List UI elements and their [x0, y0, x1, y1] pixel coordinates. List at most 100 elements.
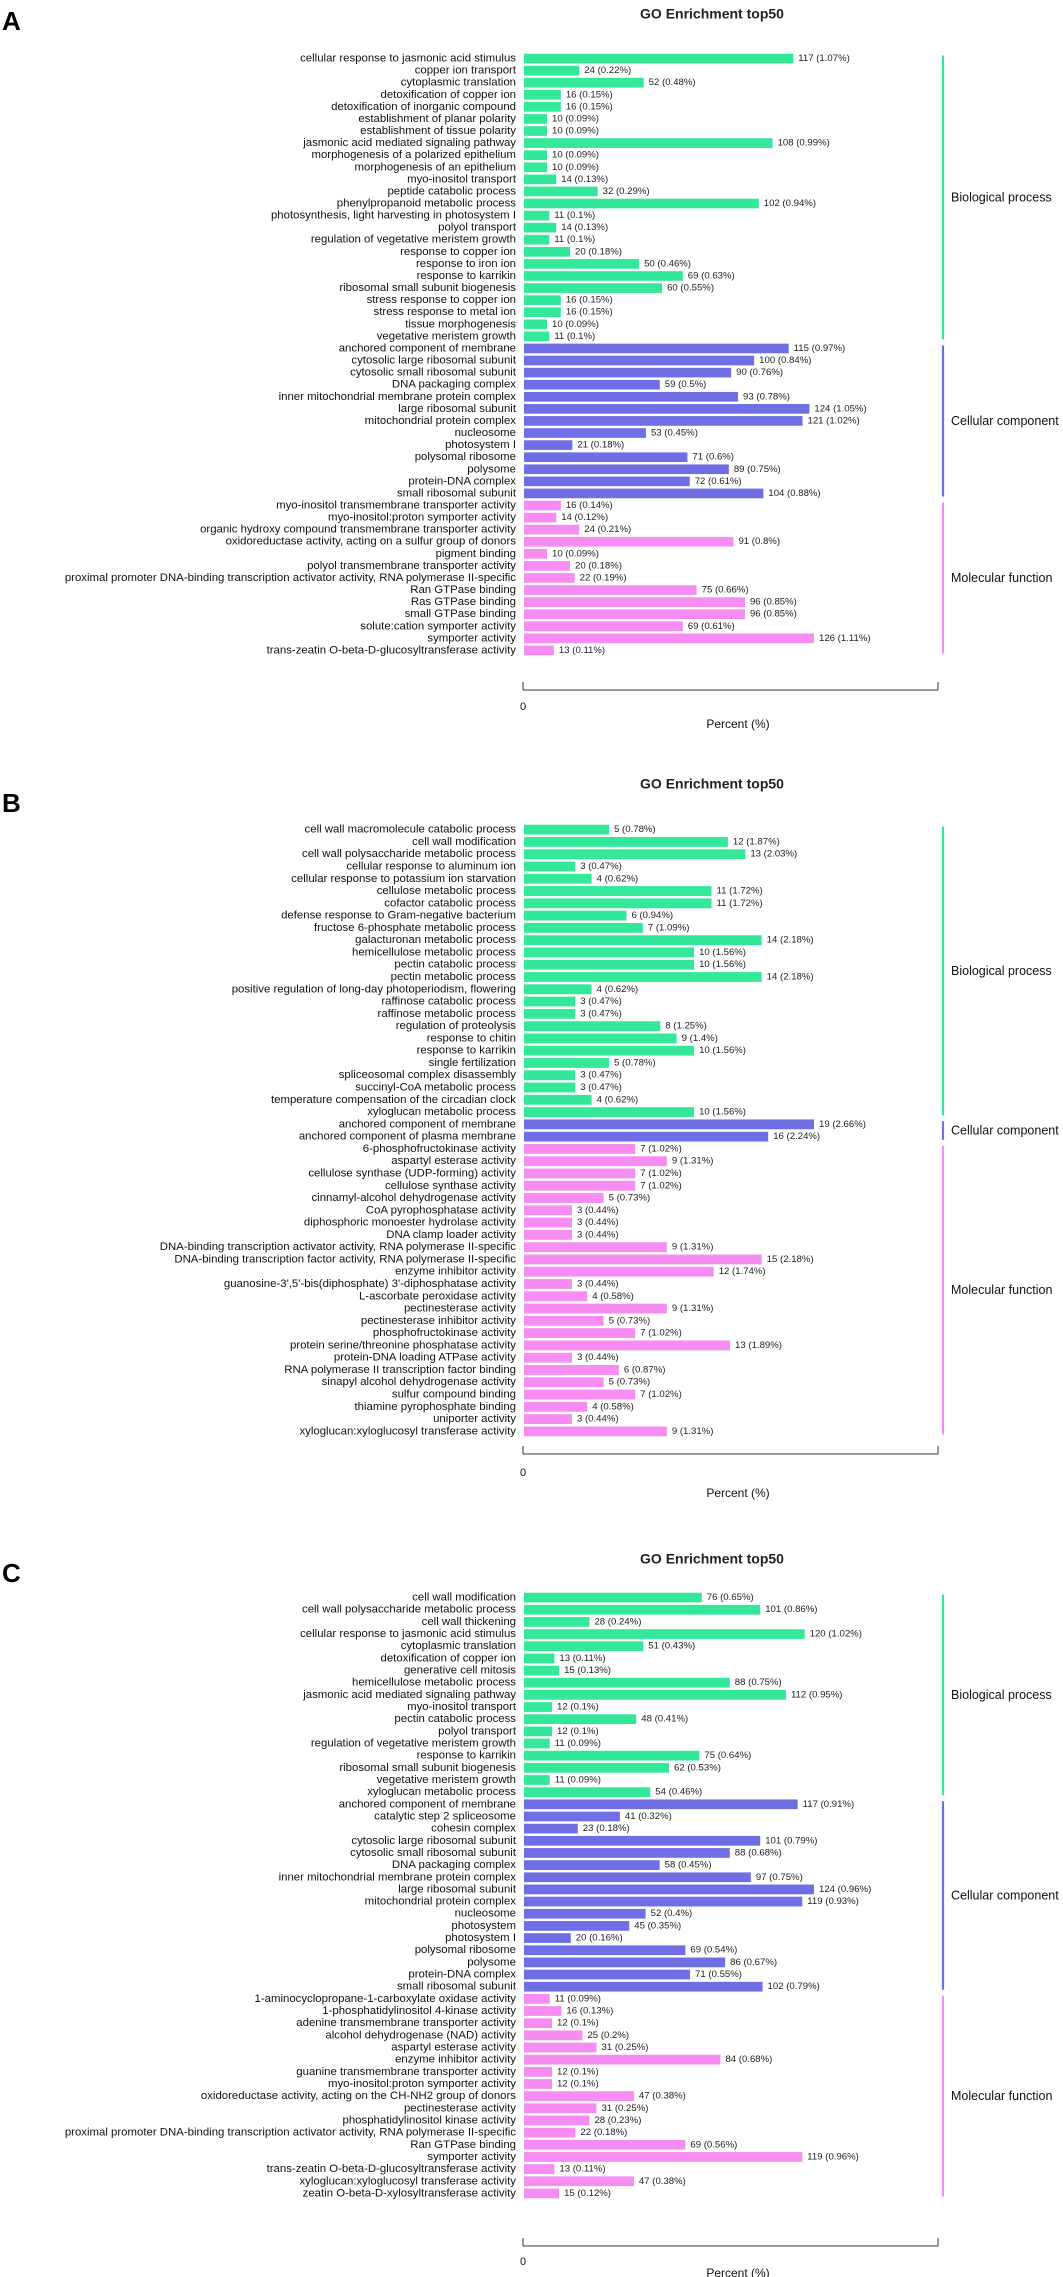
panel-b-data-label: 9 (1.4%) [682, 1033, 718, 1044]
panel-a-term-label: jasmonic acid mediated signaling pathway [302, 137, 516, 149]
panel-b-term-label: response to karrikin [417, 1045, 516, 1057]
panel-a-term-label: detoxification of inorganic compound [331, 101, 516, 113]
panel-b-category-label: Molecular function [951, 1283, 1052, 1297]
panel-b-bar [524, 1352, 572, 1363]
panel-c-data-label: 119 (0.93%) [807, 1896, 859, 1907]
panel-a-data-label: 50 (0.46%) [644, 258, 691, 269]
panel-c-bar [524, 1884, 814, 1895]
panel-a-term-label: anchored component of membrane [339, 342, 516, 354]
panel-c-data-label: 51 (0.43%) [648, 1641, 695, 1652]
panel-a-bar [524, 416, 803, 426]
panel-a-data-label: 10 (0.09%) [552, 150, 599, 161]
panel-b-data-label: 7 (1.02%) [640, 1143, 682, 1154]
panel-b-data-label: 7 (1.02%) [640, 1168, 682, 1179]
panel-c-data-label: 23 (0.18%) [583, 1823, 630, 1834]
panel-a-term-label: organic hydroxy compound transmembrane t… [200, 524, 516, 536]
panel-b-bar [524, 1107, 695, 1117]
panel-c-title: GO Enrichment top50 [640, 1550, 784, 1566]
panel-b-term-label: cell wall polysaccharide metabolic proce… [302, 848, 516, 860]
panel-b-bar [524, 1094, 592, 1105]
panel-a-term-label: myo-inositol transport [407, 173, 517, 185]
panel-a-bar [524, 476, 690, 487]
panel-b-term-label: phosphofructokinase activity [373, 1327, 516, 1339]
panel-a-data-label: 75 (0.66%) [702, 585, 749, 596]
panel-c-term-label: cell wall modification [412, 1592, 516, 1604]
panel-c-data-label: 16 (0.13%) [566, 2006, 613, 2017]
panel-c-data-label: 84 (0.68%) [725, 2054, 772, 2065]
panel-b-term-label: xyloglucan:xyloglucosyl transferase acti… [299, 1425, 516, 1437]
panel-a-bar [524, 500, 561, 511]
panel-c-bar [524, 1641, 644, 1652]
panel-a-term-label: oxidoreductase activity, acting on a sul… [226, 536, 517, 548]
panel-a-bar [524, 440, 573, 450]
panel-c-term-label: photosystem [451, 1920, 516, 1932]
panel-b-data-label: 7 (1.02%) [640, 1328, 682, 1339]
panel-c-bar [524, 1690, 786, 1700]
panel-a-term-label: small ribosomal subunit [397, 487, 517, 499]
panel-b-data-label: 14 (2.18%) [767, 935, 814, 946]
panel-a-bar [524, 536, 734, 547]
panel-a-bar [524, 645, 554, 656]
panel-c-bar [524, 1896, 803, 1907]
panel-b-bar [524, 1340, 731, 1351]
panel-c-term-label: small ribosomal subunit [397, 1981, 517, 1993]
panel-b-data-label: 10 (1.56%) [699, 959, 746, 970]
panel-b-data-label: 6 (0.94%) [631, 910, 673, 921]
panel-c-data-label: 48 (0.41%) [641, 1714, 688, 1725]
panel-a-term-label: photosynthesis, light harvesting in phot… [271, 210, 516, 222]
panel-c-data-label: 12 (0.1%) [557, 2066, 599, 2077]
panel-a-data-label: 108 (0.99%) [778, 138, 830, 149]
panel-a-bar [524, 102, 561, 112]
panel-a-bar [524, 126, 548, 136]
panel-a-data-label: 10 (0.09%) [552, 319, 599, 330]
panel-c-term-label: polysomal ribosome [415, 1944, 516, 1956]
panel-a-bar [524, 53, 794, 64]
panel-b-data-label: 3 (0.44%) [577, 1352, 619, 1363]
panel-c-data-label: 12 (0.1%) [557, 1726, 599, 1737]
panel-a-bar [524, 379, 660, 390]
panel-c-term-label: 1-aminocyclopropane-1-carboxylate oxidas… [255, 1993, 517, 2005]
panel-b-term-label: cell wall macromolecule catabolic proces… [305, 824, 517, 836]
panel-b-term-label: RNA polymerase II transcription factor b… [284, 1364, 516, 1376]
panel-b-bar [524, 1058, 610, 1068]
panel-b-data-label: 7 (1.02%) [640, 1389, 682, 1400]
panel-a-bar [524, 162, 548, 173]
panel-b-data-label: 8 (1.25%) [665, 1021, 707, 1032]
panel-c-term-label: generative cell mitosis [404, 1665, 516, 1677]
panel-c-bar [524, 2018, 553, 2029]
panel-b-term-label: succinyl-CoA metabolic process [355, 1082, 516, 1094]
panel-b-data-label: 13 (1.89%) [735, 1340, 782, 1351]
panel-b-data-label: 3 (0.44%) [577, 1205, 619, 1216]
panel-b-bar [524, 984, 592, 995]
panel-a-category-label: Biological process [951, 190, 1052, 204]
panel-b-data-label: 4 (0.62%) [597, 984, 639, 995]
panel-c-term-label: myo-inositol transport [407, 1701, 517, 1713]
panel-c-bar [524, 1629, 805, 1639]
panel-b-term-label: raffinose catabolic process [381, 996, 516, 1008]
panel-c-data-label: 101 (0.79%) [765, 1835, 817, 1846]
panel-b-bar [524, 922, 643, 933]
panel-a-data-label: 16 (0.14%) [566, 500, 613, 511]
panel-a-bar [524, 65, 580, 76]
panel-b-bar [524, 1156, 667, 1167]
panel-a-data-label: 16 (0.15%) [566, 101, 613, 112]
panel-a-data-label: 13 (0.11%) [559, 645, 605, 656]
panel-c-data-label: 28 (0.24%) [594, 1616, 641, 1627]
panel-c-term-label: DNA packaging complex [392, 1859, 516, 1871]
panel-a-term-label: cellular response to jasmonic acid stimu… [300, 53, 516, 65]
panel-b-data-label: 9 (1.31%) [672, 1426, 714, 1437]
panel-b-data-label: 5 (0.73%) [609, 1193, 651, 1204]
panel-a-term-label: polysomal ribosome [415, 451, 516, 463]
panel-b-data-label: 7 (1.02%) [640, 1180, 682, 1191]
panel-a-data-label: 11 (0.1%) [554, 234, 595, 245]
panel-c-bar [524, 1762, 669, 1773]
panel-c-term-label: myo-inositol:proton symporter activity [328, 2078, 516, 2090]
panel-a-term-label: phenylpropanoid metabolic process [337, 198, 517, 210]
panel-b-bar [524, 959, 695, 970]
panel-c-bar [524, 1726, 553, 1737]
panel-a-bar [524, 138, 773, 148]
panel-c-data-label: 25 (0.2%) [587, 2030, 629, 2041]
panel-a-bar [524, 404, 810, 414]
panel-b-term-label: cellulose synthase activity [385, 1180, 516, 1192]
panel-c-bar [524, 1714, 637, 1725]
